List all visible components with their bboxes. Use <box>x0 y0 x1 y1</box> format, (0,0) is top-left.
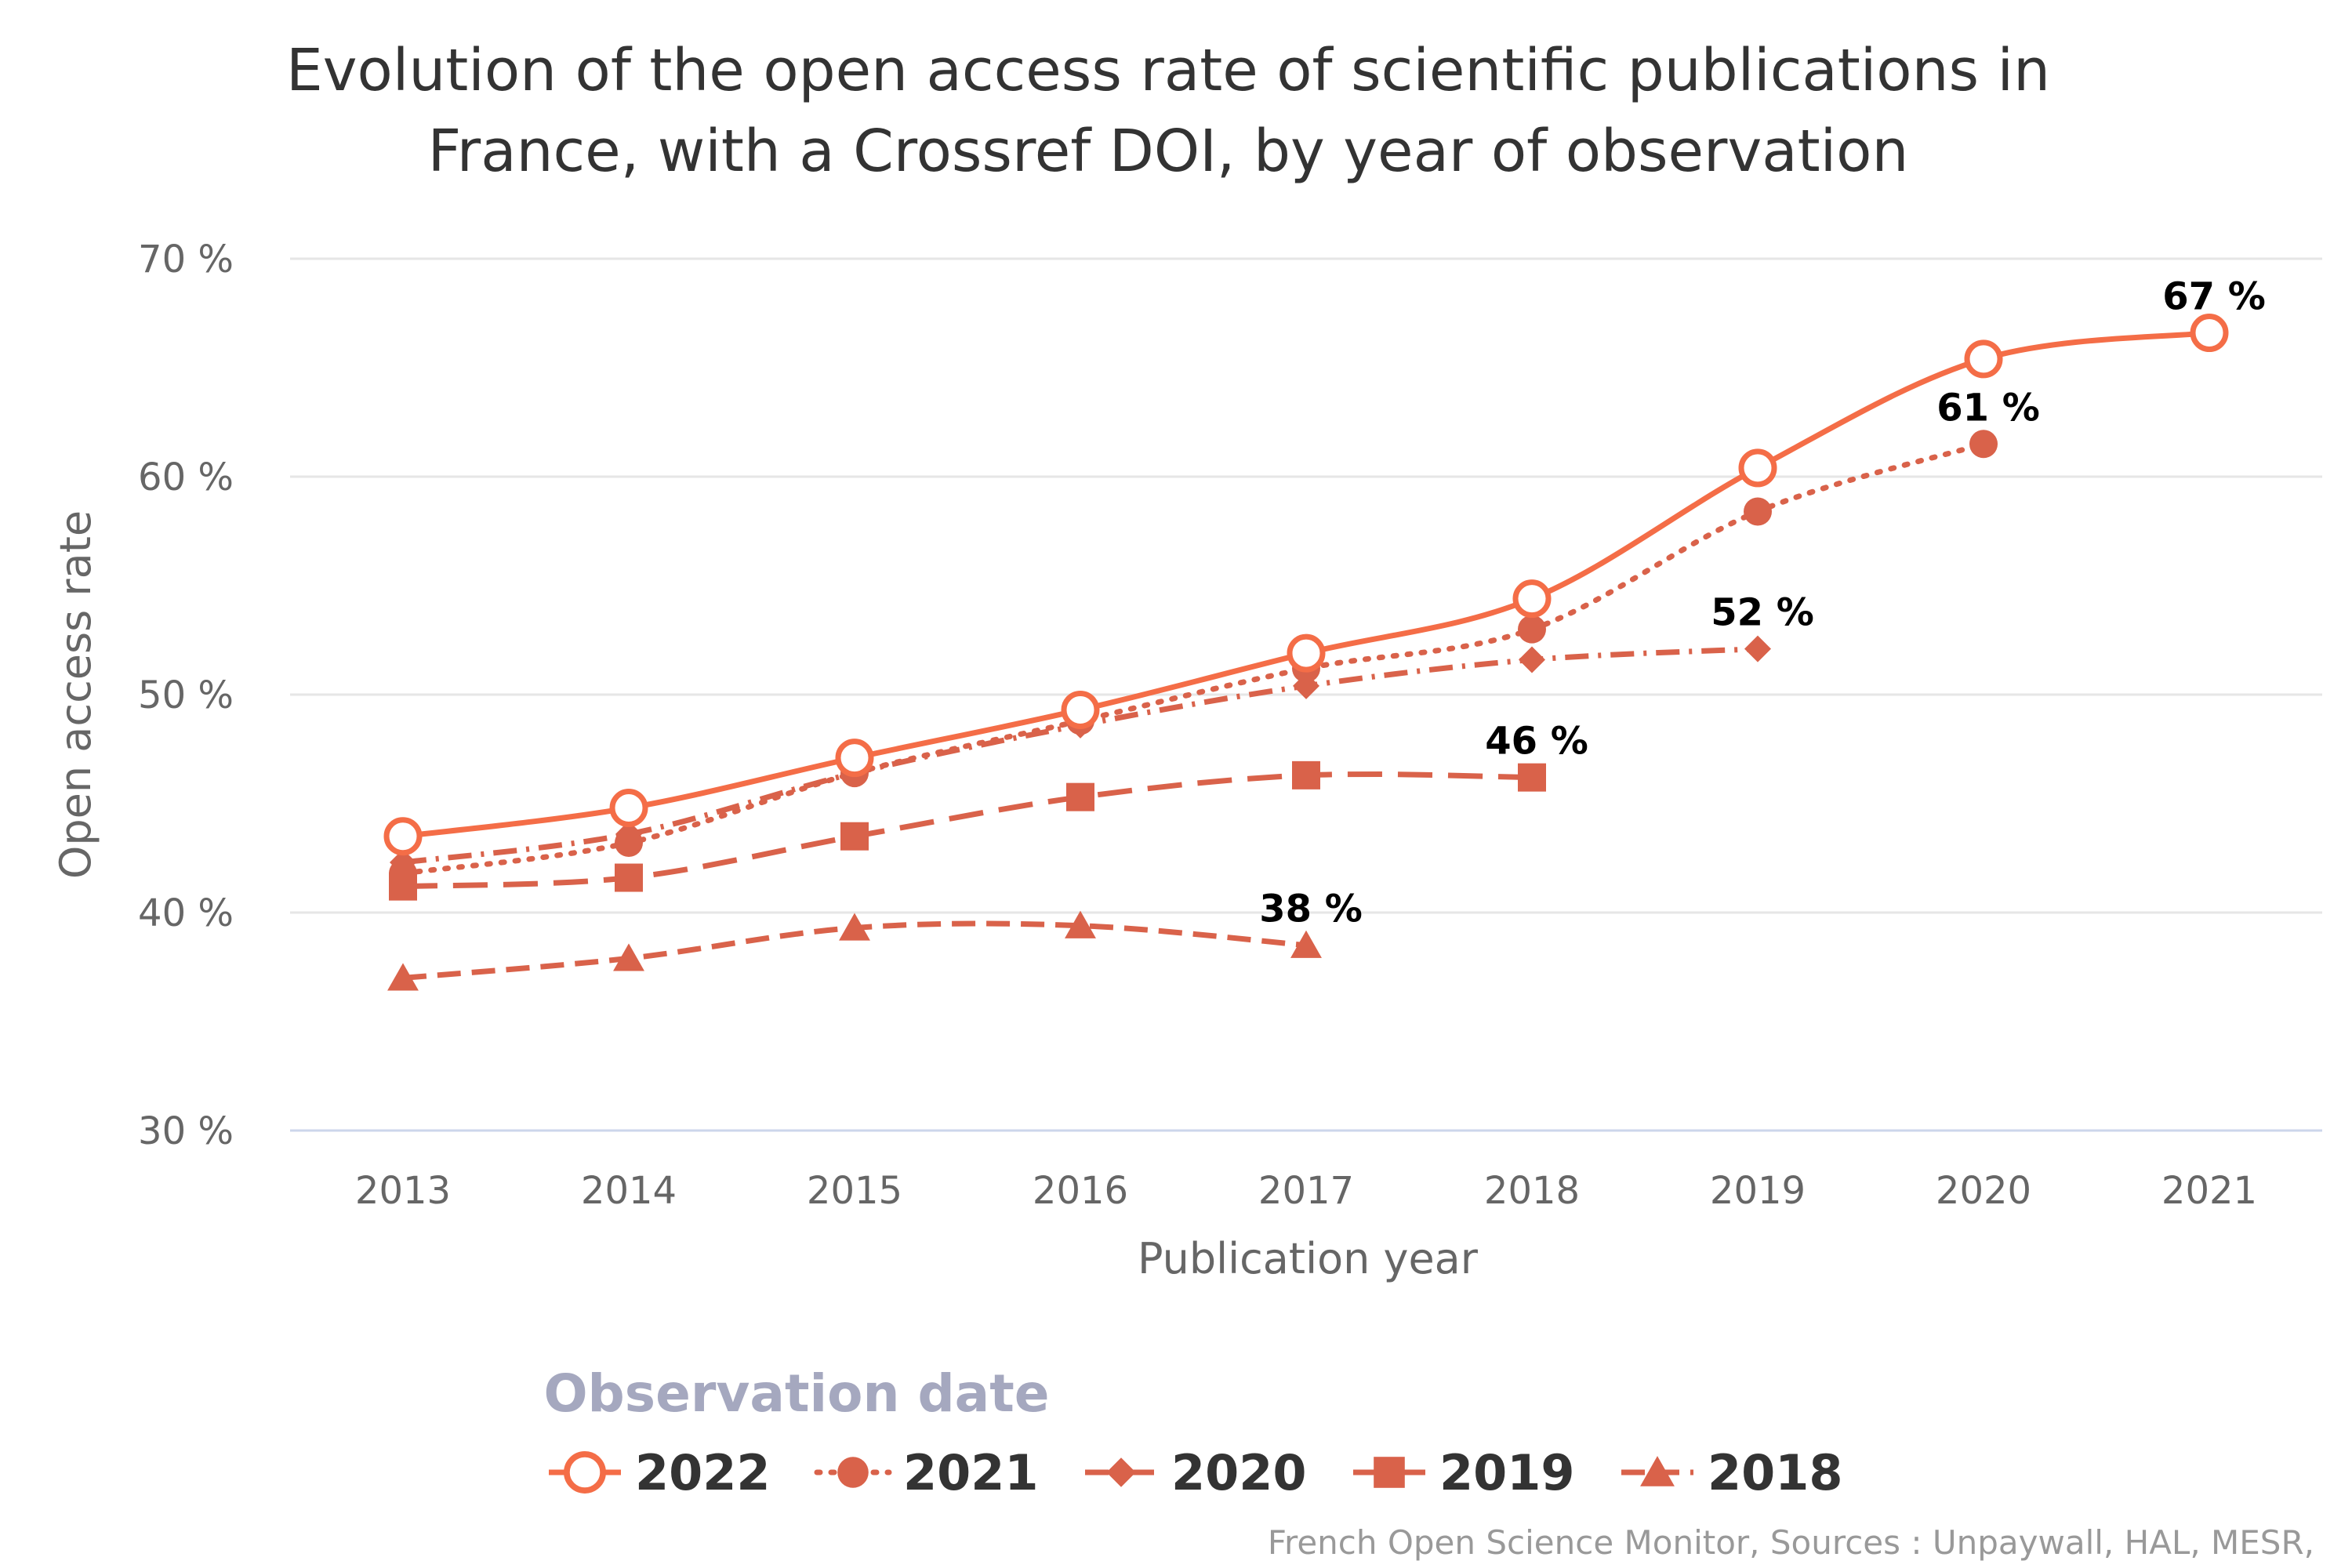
point-2019-2016 <box>1066 782 1094 811</box>
point-2022-2020 <box>1964 339 2003 379</box>
point-2018-2017 <box>1290 930 1322 958</box>
point-2020-2019 <box>1744 635 1771 662</box>
point-2021-2013 <box>389 858 417 887</box>
series-line-2019 <box>402 771 1533 890</box>
legend-marker-2019 <box>1374 1457 1405 1488</box>
point-2019-2017 <box>1292 760 1320 789</box>
x-tick-label-2015: 2015 <box>807 1169 902 1213</box>
legend-item-2021[interactable]: 2021 <box>814 1444 1039 1501</box>
legend-label-2019: 2019 <box>1439 1444 1575 1501</box>
legend-item-2019[interactable]: 2019 <box>1353 1444 1575 1501</box>
point-2018-2014 <box>613 943 644 971</box>
legend-marker-2018 <box>1640 1456 1675 1486</box>
gridlines <box>290 257 2322 914</box>
legend-label-2020: 2020 <box>1171 1444 1307 1501</box>
x-axis-ticks: 2013 2014 2015 2016 2017 2018 2019 2020 2021 <box>355 1169 2257 1213</box>
legend-label-2018: 2018 <box>1708 1444 1843 1501</box>
legend-item-2018[interactable]: 2018 <box>1621 1444 1843 1501</box>
data-label-2019: 46 % <box>1485 720 1588 764</box>
y-tick-label-50: 50 % <box>138 673 234 717</box>
point-2022-2018 <box>1512 579 1552 619</box>
point-2022-2017 <box>1287 633 1326 673</box>
point-2018-2016 <box>1065 910 1096 938</box>
chart-title: Evolution of the open access rate of sci… <box>286 37 2050 185</box>
series-line-2021 <box>400 441 1987 877</box>
legend-marker-2022 <box>564 1451 606 1494</box>
point-2018-2015 <box>839 913 870 941</box>
y-axis-ticks: 30 % 40 % 50 % 60 % 70 % <box>138 238 234 1153</box>
point-2019-2015 <box>840 822 869 851</box>
legend-item-2020[interactable]: 2020 <box>1085 1444 1307 1501</box>
data-label-2020: 52 % <box>1711 591 1814 635</box>
legend-label-2021: 2021 <box>903 1444 1039 1501</box>
point-2022-2016 <box>1061 690 1100 729</box>
data-label-2021: 61 % <box>1936 386 2040 430</box>
x-tick-label-2018: 2018 <box>1484 1169 1580 1213</box>
y-tick-label-40: 40 % <box>138 891 234 935</box>
x-tick-label-2016: 2016 <box>1033 1169 1128 1213</box>
x-tick-label-2013: 2013 <box>355 1169 451 1213</box>
y-tick-label-30: 30 % <box>138 1109 234 1153</box>
chart-title-line-1: Evolution of the open access rate of sci… <box>286 37 2050 104</box>
legend-title: Observation date <box>543 1363 1049 1424</box>
legend-marker-2020 <box>1106 1457 1136 1487</box>
data-label-2018: 38 % <box>1259 887 1363 931</box>
chart-title-line-2: France, with a Crossref DOI, by year of … <box>428 118 1909 185</box>
point-2020-2018 <box>1519 646 1545 673</box>
legend-label-2022: 2022 <box>635 1444 771 1501</box>
x-tick-label-2021: 2021 <box>2161 1169 2257 1213</box>
data-label-2022: 67 % <box>2162 275 2266 319</box>
legend: 2022 2021 2020 2019 2018 <box>549 1444 1843 1501</box>
point-2021-2019 <box>1744 497 1772 526</box>
x-tick-label-2019: 2019 <box>1710 1169 1806 1213</box>
series-markers <box>383 314 2229 991</box>
credits: French Open Science Monitor, Sources : U… <box>1268 1523 2314 1562</box>
point-2019-2014 <box>615 863 643 892</box>
y-tick-label-60: 60 % <box>138 456 234 499</box>
point-2022-2013 <box>383 817 423 856</box>
x-tick-label-2014: 2014 <box>581 1169 677 1213</box>
point-2022-2015 <box>835 739 874 778</box>
x-axis-label: Publication year <box>1138 1234 1479 1283</box>
point-2021-2014 <box>615 829 643 858</box>
point-2018-2013 <box>387 963 419 991</box>
point-2019-2018 <box>1518 763 1546 792</box>
y-tick-label-70: 70 % <box>138 238 234 281</box>
point-2022-2014 <box>609 789 648 828</box>
point-2021-2018 <box>1518 615 1546 644</box>
y-axis-label: Open access rate <box>51 510 100 879</box>
x-tick-label-2017: 2017 <box>1258 1169 1354 1213</box>
point-2022-2021 <box>2190 314 2229 353</box>
point-2022-2019 <box>1738 448 1777 488</box>
data-labels: 38 % 46 % 52 % 61 % 67 % <box>1259 275 2266 931</box>
legend-item-2022[interactable]: 2022 <box>549 1444 771 1501</box>
legend-marker-2021 <box>837 1457 869 1488</box>
x-tick-label-2020: 2020 <box>1936 1169 2031 1213</box>
point-2021-2020 <box>1969 430 1998 459</box>
